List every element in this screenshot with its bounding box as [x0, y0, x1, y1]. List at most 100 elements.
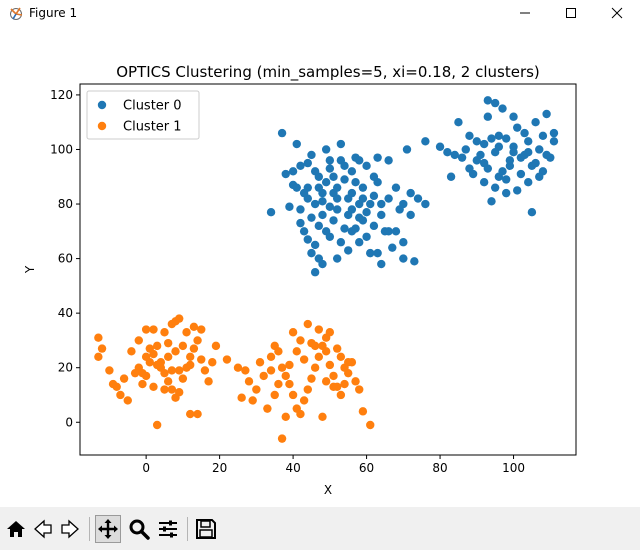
- scatter-point: [366, 248, 375, 258]
- scatter-point: [186, 352, 195, 361]
- scatter-point: [274, 347, 283, 356]
- scatter-point: [307, 248, 316, 258]
- scatter-point: [369, 172, 379, 181]
- scatter-point: [288, 390, 298, 400]
- scatter-point: [329, 172, 338, 181]
- scatter-point: [435, 142, 445, 151]
- scatter-point: [340, 224, 349, 233]
- scatter-point: [248, 396, 257, 405]
- scatter-point: [321, 347, 331, 356]
- scatter-point: [377, 259, 386, 269]
- scatter-point: [413, 194, 423, 203]
- scatter-point: [186, 409, 195, 419]
- scatter-point: [377, 199, 386, 209]
- scatter-point: [178, 374, 188, 383]
- scatter-point: [145, 344, 155, 353]
- scatter-point: [369, 191, 379, 201]
- scatter-point: [321, 178, 331, 187]
- pan-button[interactable]: [95, 515, 121, 543]
- x-axis-label: X: [324, 483, 332, 497]
- scatter-point: [163, 352, 173, 361]
- scatter-point: [406, 210, 415, 220]
- scatter-point: [292, 347, 301, 356]
- scatter-point: [292, 183, 301, 192]
- x-tick-label: 40: [285, 461, 300, 475]
- scatter-point: [402, 145, 412, 154]
- scatter-point: [310, 363, 320, 372]
- scatter-point: [487, 134, 496, 143]
- scatter-point: [542, 109, 551, 119]
- configure-subplots-icon: [159, 520, 177, 538]
- scatter-point: [355, 238, 364, 247]
- scatter-point: [498, 167, 507, 176]
- y-axis-label: Y: [23, 265, 37, 274]
- home-button[interactable]: [3, 515, 29, 543]
- scatter-point: [450, 150, 459, 160]
- back-button[interactable]: [30, 515, 56, 543]
- figure-canvas[interactable]: OPTICS Clustering (min_samples=5, xi=0.1…: [0, 26, 640, 507]
- scatter-point: [197, 325, 206, 334]
- scatter-point: [259, 371, 268, 381]
- scatter-point: [501, 134, 511, 143]
- scatter-point: [285, 379, 294, 389]
- scatter-point: [355, 385, 364, 394]
- forward-button[interactable]: [57, 515, 83, 543]
- scatter-point: [152, 341, 162, 351]
- save-button[interactable]: [193, 515, 219, 543]
- scatter-point: [325, 164, 335, 173]
- scatter-point: [123, 396, 132, 405]
- scatter-point: [244, 377, 254, 386]
- scatter-point: [549, 137, 559, 146]
- scatter-point: [241, 366, 250, 375]
- scatter-point: [318, 210, 327, 220]
- scatter-point: [314, 352, 324, 361]
- scatter-point: [141, 352, 151, 361]
- maximize-button[interactable]: [548, 0, 594, 26]
- scatter-point: [513, 123, 522, 132]
- scatter-point: [281, 412, 290, 422]
- scatter-point: [94, 352, 103, 361]
- scatter-point: [332, 254, 342, 263]
- scatter-point: [340, 175, 349, 184]
- scatter-point: [175, 388, 184, 397]
- scatter-point: [490, 183, 500, 192]
- scatter-point: [483, 96, 493, 105]
- scatter-point: [296, 336, 305, 345]
- minimize-icon: [520, 12, 530, 14]
- scatter-point: [197, 355, 206, 364]
- scatter-point: [362, 161, 371, 171]
- scatter-point: [108, 379, 118, 389]
- scatter-point: [303, 235, 312, 244]
- scatter-point: [479, 158, 489, 168]
- scatter-point: [347, 205, 357, 214]
- configure-subplots-button[interactable]: [155, 515, 181, 543]
- x-tick-label: 60: [359, 461, 374, 475]
- scatter-point: [399, 254, 408, 263]
- home-icon: [7, 521, 25, 537]
- scatter-point: [344, 246, 353, 255]
- minimize-button[interactable]: [502, 0, 548, 26]
- scatter-point: [281, 371, 290, 381]
- scatter-point: [358, 216, 368, 225]
- scatter-point: [138, 368, 147, 378]
- scatter-point: [325, 328, 335, 337]
- chart-title: OPTICS Clustering (min_samples=5, xi=0.1…: [116, 63, 540, 82]
- zoom-button[interactable]: [126, 515, 152, 543]
- scatter-point: [299, 227, 309, 236]
- scatter-point: [336, 390, 346, 400]
- scatter-point: [446, 172, 456, 181]
- forward-icon: [61, 519, 79, 539]
- scatter-point: [358, 407, 368, 416]
- scatter-point: [406, 188, 415, 198]
- close-button[interactable]: [594, 0, 640, 26]
- scatter-point: [347, 167, 357, 176]
- scatter-point: [318, 197, 327, 206]
- scatter-point: [296, 205, 305, 214]
- scatter-point: [266, 366, 276, 375]
- scatter-point: [454, 117, 463, 127]
- scatter-point: [399, 238, 408, 247]
- scatter-point: [285, 360, 294, 370]
- scatter-point: [329, 216, 338, 225]
- scatter-point: [457, 153, 467, 162]
- close-icon: [611, 7, 623, 19]
